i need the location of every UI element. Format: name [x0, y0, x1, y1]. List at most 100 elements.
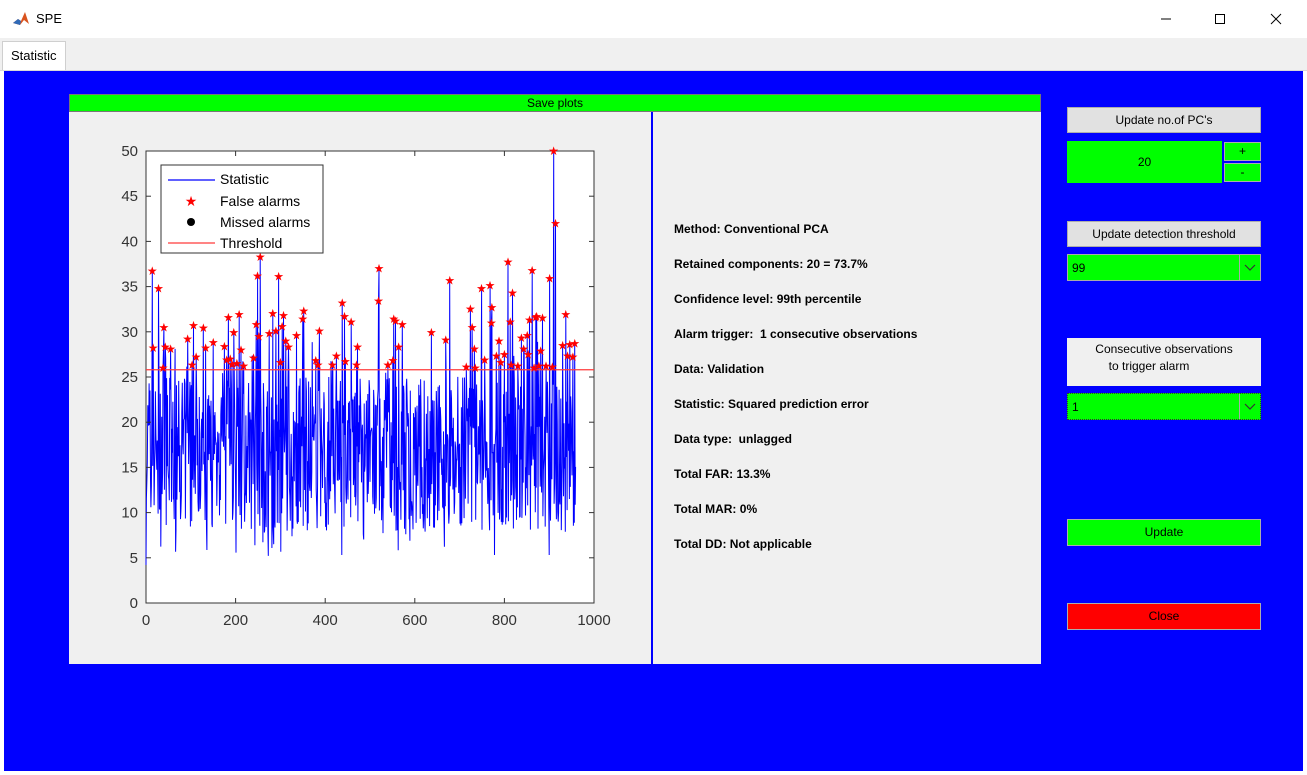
- legend-false-alarm-swatch: ★: [185, 193, 198, 209]
- false-alarm-marker: ★: [535, 344, 546, 358]
- false-alarm-marker: ★: [313, 358, 324, 372]
- false-alarm-marker: ★: [507, 286, 518, 300]
- false-alarm-marker: ★: [187, 358, 198, 372]
- info-total-mar: Total MAR: 0%: [674, 502, 758, 516]
- close-button[interactable]: Close: [1067, 603, 1261, 630]
- update-threshold-button[interactable]: Update detection threshold: [1067, 221, 1261, 247]
- false-alarm-marker: ★: [374, 262, 385, 276]
- false-alarm-marker: ★: [223, 310, 234, 324]
- false-alarm-marker: ★: [327, 358, 338, 372]
- false-alarm-marker: ★: [544, 271, 555, 285]
- consecutive-dropdown[interactable]: 1: [1067, 393, 1261, 420]
- false-alarm-marker: ★: [219, 339, 230, 353]
- false-alarm-marker: ★: [529, 361, 540, 375]
- consecutive-label-line-2: to trigger alarm: [1108, 359, 1190, 373]
- false-alarm-marker: ★: [547, 360, 558, 374]
- false-alarm-marker: ★: [225, 352, 236, 366]
- tab-statistic[interactable]: Statistic: [2, 41, 66, 70]
- false-alarm-marker: ★: [278, 309, 289, 323]
- false-alarm-marker: ★: [191, 350, 202, 364]
- false-alarm-marker: ★: [280, 334, 291, 348]
- info-data: Data: Validation: [674, 362, 765, 376]
- false-alarm-marker: ★: [495, 356, 506, 370]
- false-alarm-marker: ★: [337, 296, 348, 310]
- info-confidence-level: Confidence level: 99th percentile: [674, 292, 862, 306]
- false-alarm-marker: ★: [228, 326, 239, 340]
- false-alarm-marker: ★: [238, 359, 249, 373]
- false-alarm-marker: ★: [470, 361, 481, 375]
- false-alarm-marker: ★: [254, 329, 265, 343]
- legend-threshold: Threshold: [220, 235, 282, 251]
- false-alarm-marker: ★: [426, 326, 437, 340]
- false-alarm-marker: ★: [159, 320, 170, 334]
- false-alarm-marker: ★: [255, 250, 266, 264]
- window-title: SPE: [36, 11, 63, 26]
- x-tick-label: 600: [402, 612, 427, 629]
- x-tick-label: 1000: [577, 612, 610, 629]
- false-alarm-marker: ★: [310, 354, 321, 368]
- threshold-dropdown[interactable]: 99: [1067, 254, 1261, 281]
- false-alarm-marker: ★: [531, 309, 542, 323]
- false-alarm-marker: ★: [524, 313, 535, 327]
- false-alarm-marker: ★: [523, 347, 534, 361]
- false-alarm-marker: ★: [440, 333, 451, 347]
- false-alarm-marker: ★: [527, 263, 538, 277]
- false-alarm-marker: ★: [444, 273, 455, 287]
- chevron-down-icon[interactable]: [1239, 255, 1260, 280]
- pcs-increment-button[interactable]: +: [1224, 142, 1261, 161]
- false-alarm-marker: ★: [297, 312, 308, 326]
- y-tick-label: 0: [130, 595, 138, 612]
- false-alarm-marker: ★: [148, 341, 159, 355]
- false-alarm-marker: ★: [479, 353, 490, 367]
- save-plots-button[interactable]: Save plots: [69, 94, 1041, 112]
- false-alarm-marker: ★: [548, 144, 559, 158]
- false-alarm-marker: ★: [516, 331, 527, 345]
- false-alarm-marker: ★: [236, 343, 247, 357]
- minimize-icon[interactable]: [1143, 0, 1189, 38]
- update-pcs-button[interactable]: Update no.of PC's: [1067, 107, 1261, 133]
- false-alarm-marker: ★: [486, 316, 497, 330]
- chevron-down-icon[interactable]: [1239, 394, 1260, 419]
- false-alarm-marker: ★: [227, 357, 238, 371]
- false-alarm-marker: ★: [505, 315, 516, 329]
- close-icon[interactable]: [1253, 0, 1299, 38]
- consecutive-dropdown-value: 1: [1072, 400, 1079, 414]
- false-alarm-marker: ★: [208, 336, 219, 350]
- false-alarm-marker: ★: [397, 318, 408, 332]
- false-alarm-marker: ★: [499, 347, 510, 361]
- false-alarm-marker: ★: [388, 312, 399, 326]
- legend-missed-alarm-swatch: [187, 218, 195, 226]
- false-alarm-marker: ★: [264, 327, 275, 341]
- plot-area: ★ ★ ★ ★ ★ ★ ★ ★ ★ ★ ★ ★ ★ ★ ★ ★ ★ ★ ★ ★ ★ ★ ★ ★ ★ ★ ★ ★ ★ ★ ★ ★ ★ ★ ★ ★ ★ ★ ★ ★…: [69, 112, 651, 664]
- false-alarm-marker: ★: [560, 308, 571, 322]
- update-button[interactable]: Update: [1067, 519, 1261, 546]
- legend-statistic: Statistic: [220, 171, 269, 187]
- info-total-dd: Total DD: Not applicable: [674, 537, 812, 551]
- false-alarm-marker: ★: [267, 307, 278, 321]
- false-alarm-marker: ★: [252, 269, 263, 283]
- statistic-series: [145, 150, 577, 566]
- false-alarm-marker: ★: [491, 349, 502, 363]
- maximize-icon[interactable]: [1197, 0, 1243, 38]
- pcs-decrement-button[interactable]: -: [1224, 163, 1261, 182]
- false-alarm-marker: ★: [530, 310, 541, 324]
- false-alarm-marker: ★: [469, 342, 480, 356]
- false-alarm-marker: ★: [331, 349, 342, 363]
- false-alarm-marker: ★: [541, 359, 552, 373]
- y-tick-label: 10: [121, 505, 138, 522]
- false-alarm-marker: ★: [346, 315, 357, 329]
- false-alarm-marker: ★: [277, 319, 288, 333]
- info-statistic: Statistic: Squared prediction error: [674, 397, 869, 411]
- false-alarm-marker: ★: [562, 349, 573, 363]
- false-alarm-marker: ★: [387, 354, 398, 368]
- x-tick-label: 400: [313, 612, 338, 629]
- false-alarm-marker: ★: [182, 332, 193, 346]
- false-alarm-marker: ★: [569, 337, 580, 351]
- consecutive-observations-label: Consecutive observations to trigger alar…: [1067, 338, 1261, 386]
- false-alarm-marker: ★: [494, 334, 505, 348]
- info-total-far: Total FAR: 13.3%: [674, 467, 771, 481]
- pcs-value-field[interactable]: 20: [1067, 141, 1222, 183]
- false-alarm-marker: ★: [465, 302, 476, 316]
- y-tick-label: 40: [121, 233, 138, 250]
- false-alarm-marker: ★: [339, 309, 350, 323]
